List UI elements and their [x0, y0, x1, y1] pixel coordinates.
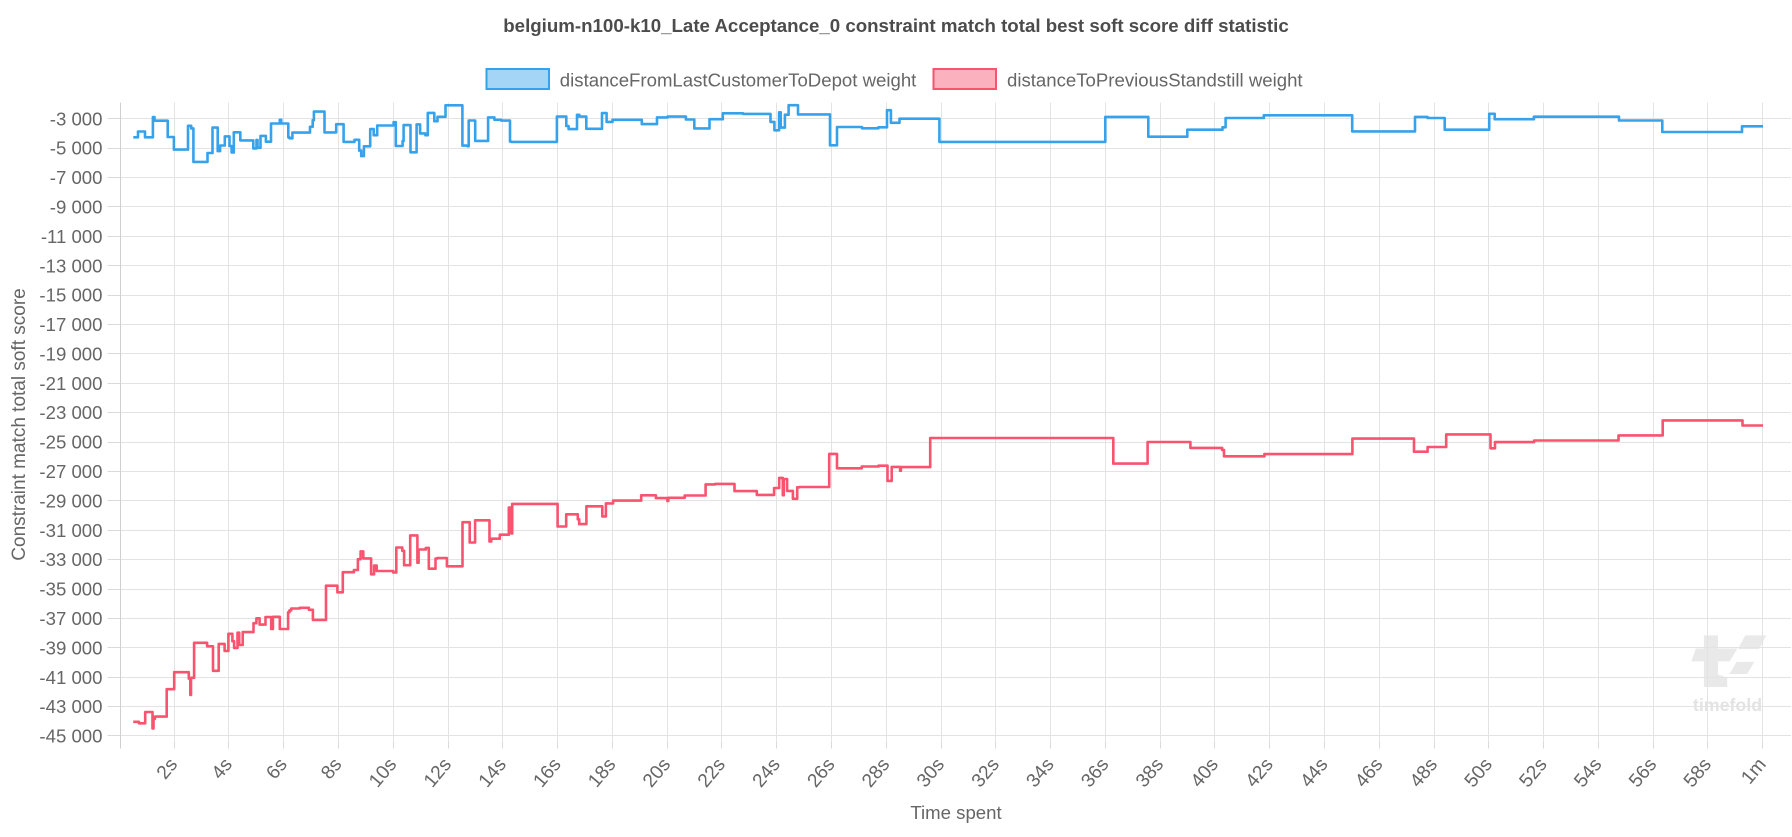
svg-text:distanceFromLastCustomerToDepo: distanceFromLastCustomerToDepot weight: [560, 69, 917, 90]
svg-text:-7 000: -7 000: [50, 167, 103, 188]
svg-text:-45 000: -45 000: [39, 726, 102, 747]
svg-text:-29 000: -29 000: [39, 490, 102, 511]
svg-text:-23 000: -23 000: [39, 402, 102, 423]
svg-text:Time spent: Time spent: [910, 802, 1002, 823]
svg-text:-25 000: -25 000: [39, 432, 102, 453]
svg-text:-39 000: -39 000: [39, 637, 102, 658]
svg-text:distanceToPreviousStandstill w: distanceToPreviousStandstill weight: [1007, 69, 1303, 90]
svg-text:-11 000: -11 000: [41, 226, 103, 247]
svg-text:-31 000: -31 000: [39, 520, 102, 541]
svg-text:-3 000: -3 000: [50, 108, 103, 129]
svg-text:Constraint match total soft sc: Constraint match total soft score: [9, 288, 30, 560]
svg-text:-21 000: -21 000: [39, 373, 102, 394]
svg-text:belgium-n100-k10_Late Acceptan: belgium-n100-k10_Late Acceptance_0 const…: [503, 15, 1288, 36]
svg-text:-9 000: -9 000: [50, 197, 103, 218]
svg-text:-43 000: -43 000: [39, 696, 102, 717]
svg-text:-37 000: -37 000: [39, 608, 102, 629]
svg-text:-15 000: -15 000: [39, 285, 102, 306]
svg-text:-41 000: -41 000: [39, 667, 102, 688]
svg-text:-5 000: -5 000: [50, 138, 103, 159]
svg-text:timefold: timefold: [1693, 695, 1762, 715]
svg-text:-35 000: -35 000: [39, 579, 102, 600]
svg-text:-33 000: -33 000: [39, 549, 102, 570]
svg-text:-27 000: -27 000: [39, 461, 102, 482]
svg-text:-17 000: -17 000: [39, 314, 102, 335]
svg-text:-19 000: -19 000: [39, 344, 102, 365]
svg-text:-13 000: -13 000: [39, 255, 102, 276]
